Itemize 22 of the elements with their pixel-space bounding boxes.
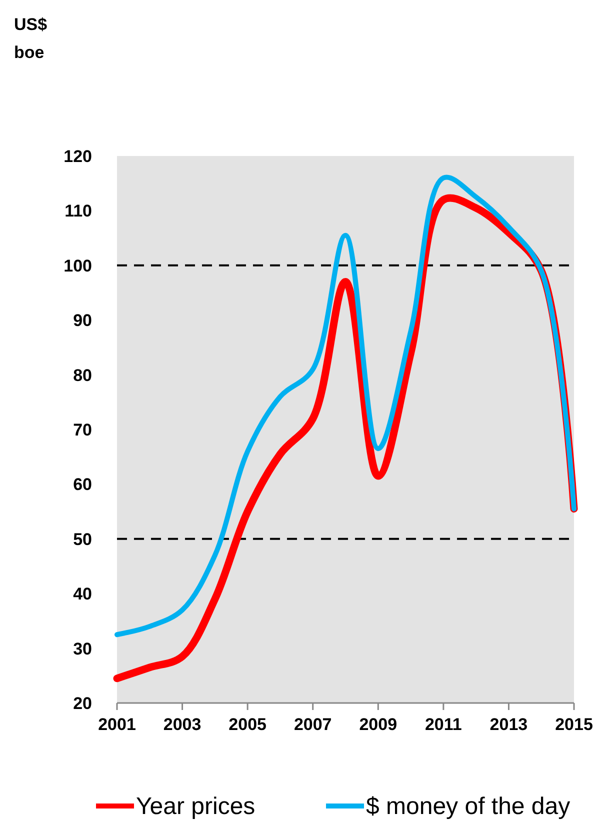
y-tick-label: 70 — [73, 420, 92, 440]
y-tick-label: 100 — [64, 256, 92, 276]
y-tick-label: 80 — [73, 366, 92, 385]
y-tick-label: 40 — [73, 584, 92, 604]
x-tick-label: 2011 — [424, 715, 462, 734]
legend-label: $ money of the day — [366, 793, 570, 820]
y-tick-label: 20 — [73, 694, 92, 713]
text: US$ boe — [14, 15, 48, 62]
x-tick-label: 2013 — [490, 715, 528, 734]
y-tick-label: 30 — [73, 639, 92, 658]
y-tick-label: 120 — [64, 147, 92, 166]
y-tick-label: 110 — [64, 202, 92, 221]
x-tick-label: 2007 — [294, 715, 332, 734]
y-tick-label: 60 — [73, 475, 92, 494]
x-tick-label: 2003 — [163, 715, 202, 734]
y-tick-label: 50 — [73, 530, 92, 549]
y-tick-label: 90 — [73, 311, 92, 330]
x-tick-label: 2005 — [228, 715, 266, 734]
x-tick-label: 2001 — [98, 715, 136, 734]
legend-label: Year prices — [136, 793, 256, 820]
x-tick-label: 2009 — [359, 715, 398, 734]
x-tick-label: 2015 — [555, 715, 593, 734]
